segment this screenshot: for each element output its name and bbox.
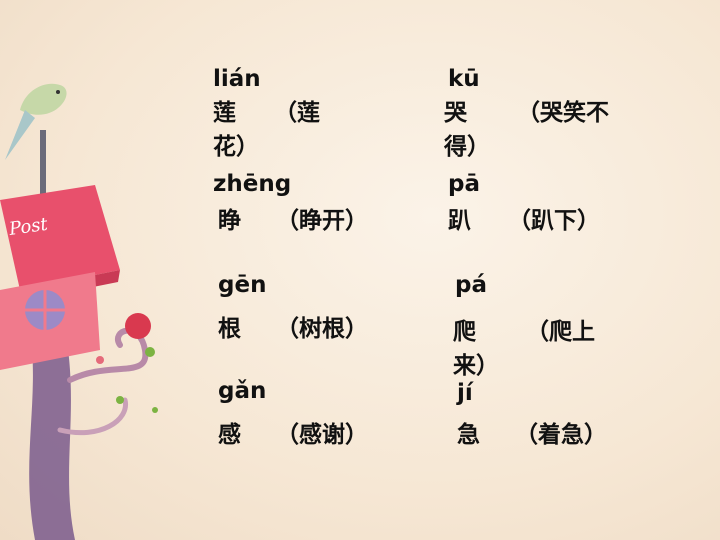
- swirl-branch-2: [57, 397, 128, 436]
- vocab-ku: 哭（哭笑不得）: [444, 96, 629, 164]
- word-ganxie: （感谢）: [276, 422, 368, 448]
- char-pa1: 趴: [448, 208, 471, 234]
- pinyin-zheng: zhēng: [213, 171, 292, 197]
- pinyin-gan: gǎn: [218, 378, 267, 404]
- pinyin-pa1: pā: [448, 171, 480, 197]
- bird-tail: [5, 110, 35, 160]
- swirl-branch: [67, 327, 149, 383]
- char-ji: 急: [457, 422, 480, 448]
- pinyin-gen: gēn: [218, 272, 267, 298]
- pinyin-ku: kū: [448, 66, 480, 92]
- word-pashanglai: （爬上来）: [453, 319, 595, 379]
- berry: [116, 396, 124, 404]
- char-lian: 莲: [213, 100, 236, 126]
- berry: [125, 313, 151, 339]
- word-zhengkai: （睁开）: [276, 208, 368, 234]
- tree-trunk: [29, 330, 75, 540]
- bird: [20, 83, 67, 115]
- char-zheng: 睁: [218, 208, 241, 234]
- pinyin-ji: jí: [457, 380, 473, 406]
- pinyin-pa2: pá: [455, 272, 487, 298]
- word-paxia: （趴下）: [508, 208, 600, 234]
- word-shugen: （树根）: [276, 316, 368, 342]
- berry: [96, 356, 104, 364]
- mailbox-pole: [40, 130, 46, 200]
- bird-eye: [56, 90, 60, 94]
- word-kuxiaobude: （哭笑不得）: [444, 100, 609, 160]
- word-zhaoji: （着急）: [515, 422, 607, 448]
- word-lianhua: （莲花）: [213, 100, 320, 160]
- vocab-pa2: 爬（爬上来）: [453, 315, 603, 383]
- char-pa2: 爬: [453, 319, 476, 345]
- berry: [145, 347, 155, 357]
- mailbox-illustration: Post: [0, 83, 158, 540]
- mailbox-roof: [0, 185, 120, 290]
- char-gen: 根: [218, 316, 241, 342]
- char-ku: 哭: [444, 100, 467, 126]
- berry: [152, 407, 158, 413]
- pinyin-lian: lián: [213, 66, 261, 92]
- vocab-lian: 莲（莲花）: [213, 96, 353, 164]
- char-gan: 感: [218, 422, 241, 448]
